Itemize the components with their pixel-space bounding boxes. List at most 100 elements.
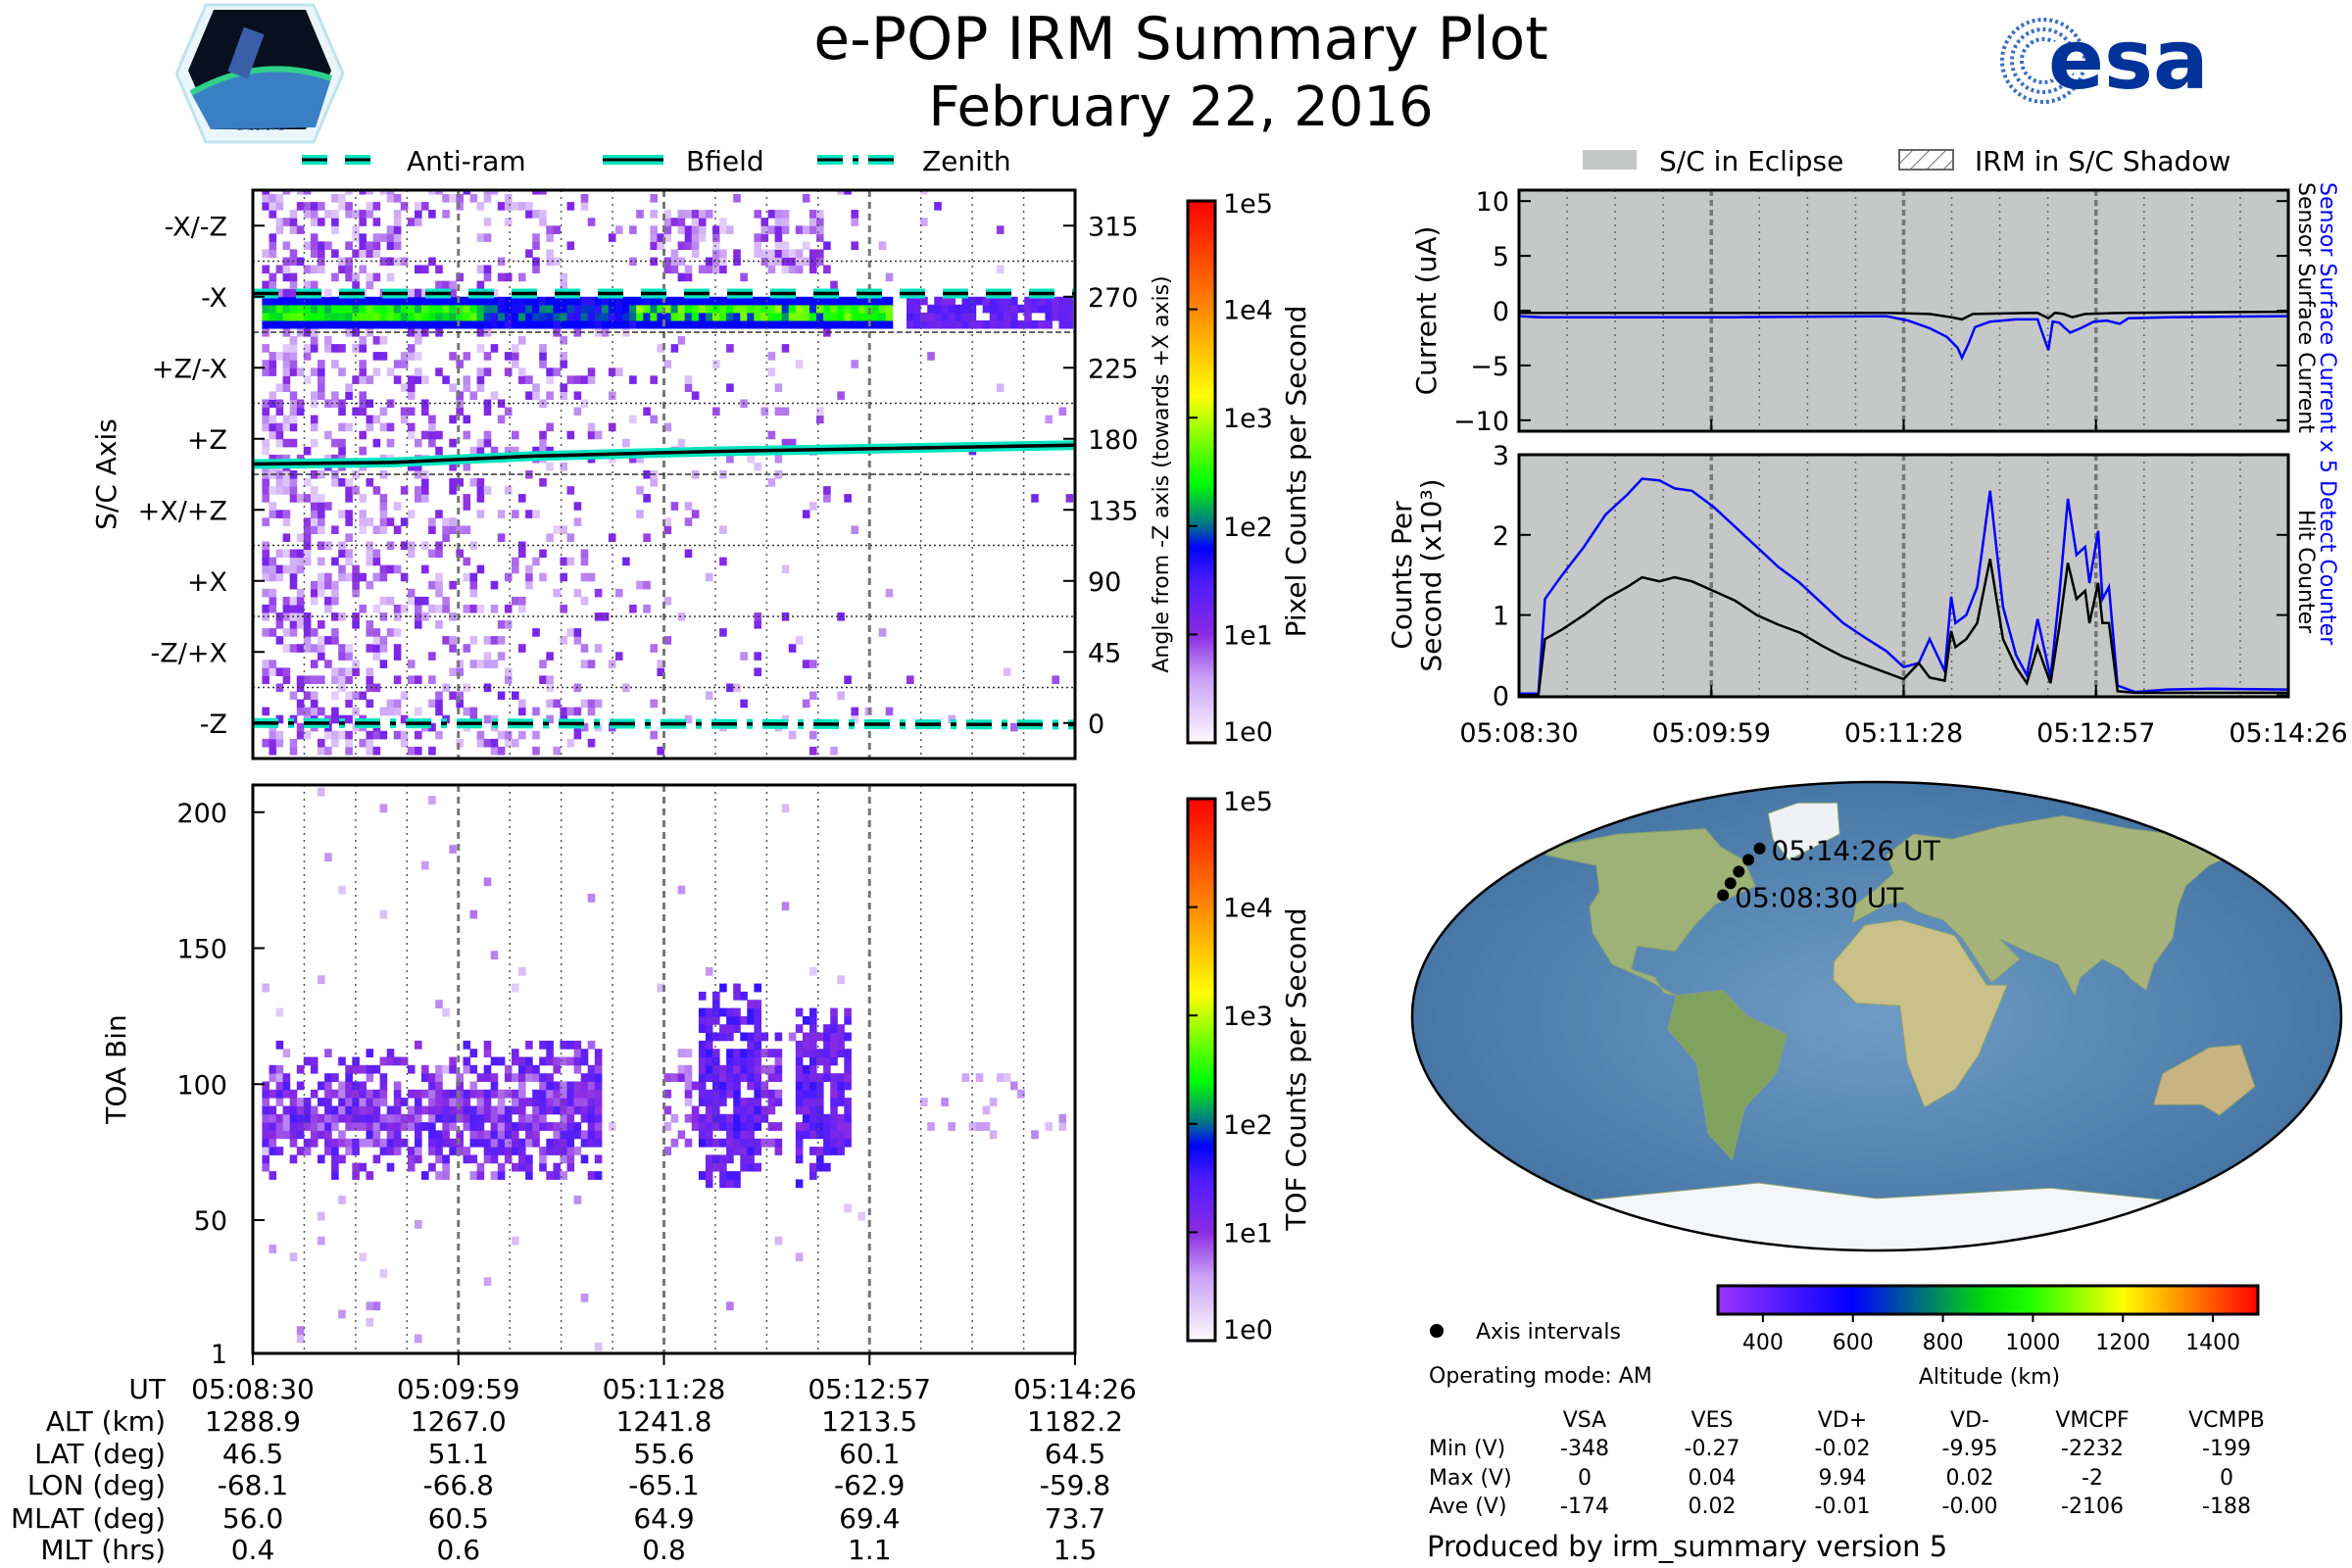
heatmap-cell [366, 1113, 374, 1123]
heatmap-cell [566, 1089, 575, 1099]
heatmap-cell [442, 312, 450, 321]
heatmap-cell [490, 746, 499, 756]
heatmap-cell [318, 383, 325, 392]
heatmap-cell [289, 272, 298, 282]
heatmap-cell [366, 280, 374, 290]
heatmap-cell [504, 304, 513, 314]
heatmap-cell [871, 304, 880, 314]
heatmap-cell [338, 312, 346, 321]
heatmap-cell [1031, 319, 1039, 329]
heatmap-cell [823, 265, 831, 274]
heatmap-cell [275, 612, 284, 621]
heatmap-cell [539, 352, 547, 361]
heatmap-cell [858, 312, 866, 321]
heatmap-cell [469, 304, 478, 314]
heatmap-cell [532, 557, 540, 566]
heatmap-cell [712, 1154, 720, 1164]
heatmap-cell [767, 1073, 776, 1082]
legend-item-anti-ram: Anti-ram [302, 145, 526, 177]
heatmap-cell [428, 1073, 436, 1082]
heatmap-cell [740, 1130, 748, 1140]
heatmap-cell [463, 494, 471, 503]
heatmap-cell [560, 572, 567, 582]
heatmap-cell [379, 510, 388, 518]
ytick-label: −5 [1470, 352, 1509, 382]
heatmap-cell [553, 588, 561, 598]
heatmap-cell [400, 1098, 409, 1106]
heatmap-cell [366, 312, 374, 321]
heatmap-cell [802, 241, 810, 250]
heatmap-cell [754, 296, 761, 306]
table-cell: -65.1 [628, 1469, 699, 1501]
heatmap-cell [352, 375, 360, 384]
heatmap-cell [338, 564, 346, 574]
heatmap-cell [428, 1089, 436, 1099]
heatmap-cell [289, 549, 298, 559]
heatmap-cell [469, 707, 478, 716]
heatmap-cell [560, 1154, 567, 1164]
heatmap-cell [289, 580, 298, 590]
heatmap-cell [289, 352, 298, 361]
heatmap-cell [386, 194, 395, 203]
heatmap-cell [719, 257, 727, 267]
heatmap-cell [393, 525, 402, 534]
heatmap-cell [663, 517, 672, 526]
heatmap-cell [816, 1162, 824, 1172]
heatmap-cell [691, 1105, 700, 1115]
heatmap-cell [324, 660, 332, 668]
heatmap-cell [352, 233, 360, 242]
heatmap-cell [580, 319, 589, 329]
heatmap-cell [788, 1032, 797, 1042]
heatmap-cell [684, 1138, 693, 1148]
heatmap-cell [837, 1098, 845, 1106]
heatmap-cell [781, 218, 790, 226]
heatmap-cell [359, 1122, 367, 1131]
heatmap-cell [809, 730, 817, 740]
heatmap-cell [920, 296, 928, 306]
heatmap-cell [393, 1138, 402, 1148]
heatmap-cell [587, 304, 596, 314]
heatmap-cell [366, 304, 374, 314]
heatmap-cell [379, 1081, 388, 1091]
heatmap-cell [677, 312, 686, 321]
heatmap-cell [560, 1098, 567, 1106]
heatmap-cell [587, 319, 596, 329]
heatmap-cell [393, 612, 402, 621]
heatmap-cell [1052, 296, 1059, 306]
table-cell: 51.1 [428, 1438, 489, 1470]
heatmap-cell [393, 628, 402, 637]
heatmap-cell [456, 194, 464, 203]
heatmap-cell [532, 1089, 540, 1099]
angle-histogram-panel: -X/-Z 315-X 270+Z/-X 225+Z 180+X/+Z 135+X 90-Z… [90, 188, 1174, 760]
heatmap-cell [415, 596, 422, 606]
heatmap-cell [490, 636, 499, 645]
heatmap-cell [989, 319, 998, 329]
heatmap-cell [324, 604, 332, 613]
heatmap-cell [310, 707, 318, 716]
heatmap-cell [573, 636, 582, 645]
heatmap-cell [262, 296, 270, 306]
heatmap-cell [331, 391, 339, 400]
heatmap-cell [282, 352, 291, 361]
heatmap-cell [955, 319, 962, 329]
heatmap-cell [982, 304, 991, 314]
heatmap-cell [982, 319, 991, 329]
heatmap-cell [566, 1040, 575, 1050]
heatmap-cell [871, 296, 880, 306]
heatmap-cell [733, 1024, 741, 1033]
heatmap-cell [566, 628, 575, 637]
heatmap-cell [961, 1073, 970, 1082]
heatmap-cell [282, 510, 291, 518]
heatmap-cell [754, 1015, 761, 1025]
ytick-label: 2 [1493, 521, 1509, 552]
heatmap-cell [428, 296, 436, 306]
heatmap-cell [331, 580, 339, 590]
heatmap-cell [442, 1171, 450, 1180]
heatmap-cell [767, 210, 776, 219]
heatmap-cell [1010, 319, 1018, 329]
heatmap-cell [594, 1113, 603, 1123]
heatmap-cell [262, 660, 270, 668]
heatmap-cell [415, 202, 422, 211]
heatmap-cell [483, 352, 492, 361]
